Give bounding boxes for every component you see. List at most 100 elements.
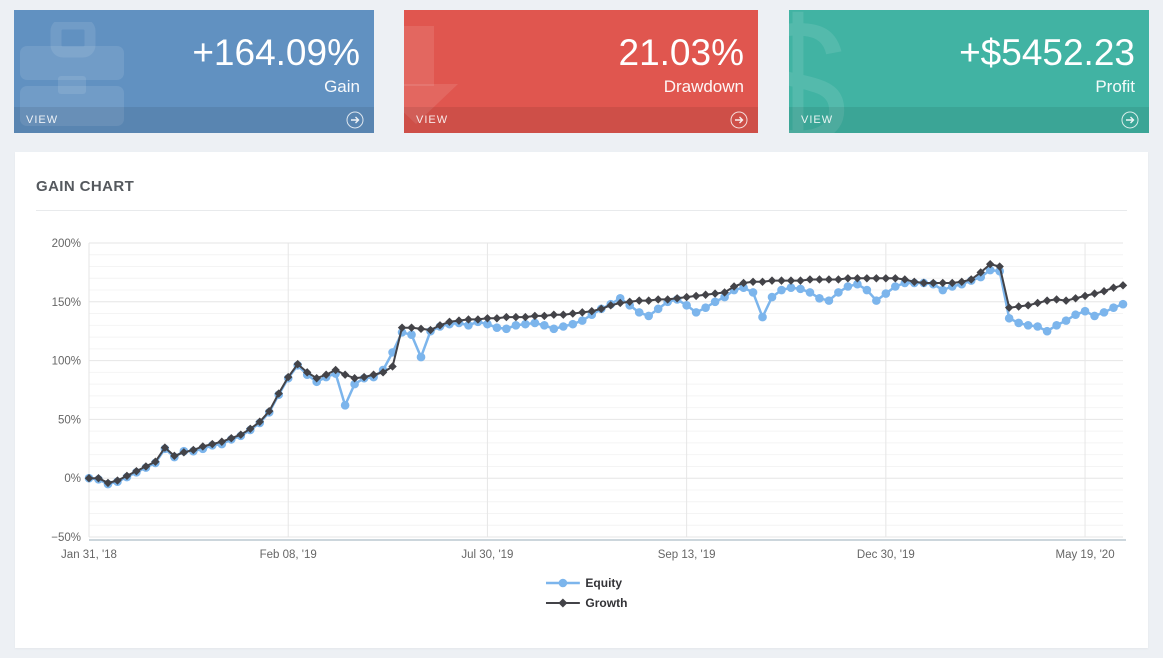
growth-point[interactable] xyxy=(198,442,208,451)
growth-point[interactable] xyxy=(587,307,596,316)
growth-point[interactable] xyxy=(834,275,843,284)
growth-point[interactable] xyxy=(302,368,312,377)
growth-point[interactable] xyxy=(824,275,834,284)
equity-point[interactable] xyxy=(1023,321,1033,330)
growth-point[interactable] xyxy=(492,314,502,323)
growth-point[interactable] xyxy=(1061,296,1071,305)
growth-point[interactable] xyxy=(1090,289,1099,298)
legend-item-growth[interactable]: Growth xyxy=(545,594,627,612)
growth-point[interactable] xyxy=(540,311,549,321)
growth-point[interactable] xyxy=(976,268,985,277)
growth-point[interactable] xyxy=(454,316,464,325)
growth-point[interactable] xyxy=(435,321,445,330)
growth-point[interactable] xyxy=(644,296,653,305)
growth-point[interactable] xyxy=(227,434,236,443)
equity-point[interactable] xyxy=(767,292,777,302)
equity-point[interactable] xyxy=(615,293,625,303)
equity-point[interactable] xyxy=(872,296,881,305)
equity-point[interactable] xyxy=(748,288,758,297)
growth-point[interactable] xyxy=(568,309,577,318)
equity-point[interactable] xyxy=(416,352,426,362)
equity-point[interactable] xyxy=(483,319,492,329)
equity-point[interactable] xyxy=(881,289,891,298)
equity-point[interactable] xyxy=(634,308,644,317)
growth-point[interactable] xyxy=(483,314,492,323)
growth-point[interactable] xyxy=(672,294,682,303)
growth-point[interactable] xyxy=(350,374,359,383)
growth-point[interactable] xyxy=(929,278,938,288)
growth-point[interactable] xyxy=(113,476,122,485)
drawdown-card[interactable]: 21.03% Drawdown VIEW xyxy=(404,10,758,133)
growth-point[interactable] xyxy=(985,259,995,269)
equity-point[interactable] xyxy=(691,308,701,317)
equity-point[interactable] xyxy=(644,311,653,321)
growth-point[interactable] xyxy=(445,317,454,326)
growth-point[interactable] xyxy=(293,359,302,369)
growth-point[interactable] xyxy=(720,288,729,297)
growth-point[interactable] xyxy=(179,448,189,457)
equity-point[interactable] xyxy=(758,312,767,322)
growth-point[interactable] xyxy=(682,292,691,302)
equity-point[interactable] xyxy=(511,321,521,330)
growth-point[interactable] xyxy=(862,274,872,283)
growth-point[interactable] xyxy=(967,275,976,284)
growth-point[interactable] xyxy=(208,439,217,449)
equity-point[interactable] xyxy=(540,321,549,330)
growth-point[interactable] xyxy=(473,315,483,324)
profit-view-button[interactable]: VIEW xyxy=(789,107,1149,133)
growth-point[interactable] xyxy=(948,278,957,288)
growth-point[interactable] xyxy=(786,276,796,285)
growth-point[interactable] xyxy=(1099,287,1109,296)
growth-point[interactable] xyxy=(729,282,739,291)
growth-point[interactable] xyxy=(758,277,767,287)
growth-point[interactable] xyxy=(578,308,587,317)
equity-point[interactable] xyxy=(824,296,834,305)
growth-point[interactable] xyxy=(777,276,786,285)
equity-point[interactable] xyxy=(549,324,559,334)
growth-point[interactable] xyxy=(957,277,966,287)
equity-point[interactable] xyxy=(777,285,786,295)
equity-point[interactable] xyxy=(710,297,720,307)
equity-point[interactable] xyxy=(559,322,568,331)
growth-point[interactable] xyxy=(691,291,701,301)
equity-point[interactable] xyxy=(568,319,578,329)
growth-point[interactable] xyxy=(663,295,672,304)
growth-point[interactable] xyxy=(995,262,1004,271)
legend-item-equity[interactable]: Equity xyxy=(545,574,622,592)
equity-point[interactable] xyxy=(862,285,872,295)
growth-point[interactable] xyxy=(1071,294,1080,303)
growth-point[interactable] xyxy=(255,417,264,426)
growth-point[interactable] xyxy=(521,312,530,322)
equity-point[interactable] xyxy=(843,282,853,291)
equity-point[interactable] xyxy=(853,279,862,289)
growth-point[interactable] xyxy=(843,274,853,283)
growth-point[interactable] xyxy=(103,478,113,488)
equity-point[interactable] xyxy=(1118,299,1128,309)
growth-point[interactable] xyxy=(796,276,805,285)
equity-point[interactable] xyxy=(407,330,416,340)
equity-point[interactable] xyxy=(720,292,729,302)
arrow-right-circle-icon[interactable] xyxy=(1121,111,1139,129)
growth-point[interactable] xyxy=(767,276,777,285)
growth-point[interactable] xyxy=(900,275,910,284)
equity-point[interactable] xyxy=(521,319,530,329)
equity-point[interactable] xyxy=(1080,306,1090,316)
growth-point[interactable] xyxy=(597,304,606,314)
arrow-right-circle-icon[interactable] xyxy=(730,111,748,129)
growth-point[interactable] xyxy=(122,471,132,481)
growth-point[interactable] xyxy=(1109,283,1118,292)
growth-point[interactable] xyxy=(511,312,521,322)
growth-point[interactable] xyxy=(132,466,141,476)
equity-point[interactable] xyxy=(530,318,540,328)
growth-point[interactable] xyxy=(739,278,748,288)
growth-point[interactable] xyxy=(331,365,340,375)
growth-point[interactable] xyxy=(151,457,160,466)
growth-point[interactable] xyxy=(872,274,881,283)
equity-point[interactable] xyxy=(340,400,350,410)
equity-point[interactable] xyxy=(1061,316,1071,325)
equity-point[interactable] xyxy=(985,265,995,275)
drawdown-view-button[interactable]: VIEW xyxy=(404,107,758,133)
growth-point[interactable] xyxy=(853,274,862,283)
growth-point[interactable] xyxy=(464,315,473,324)
growth-point[interactable] xyxy=(378,368,388,377)
